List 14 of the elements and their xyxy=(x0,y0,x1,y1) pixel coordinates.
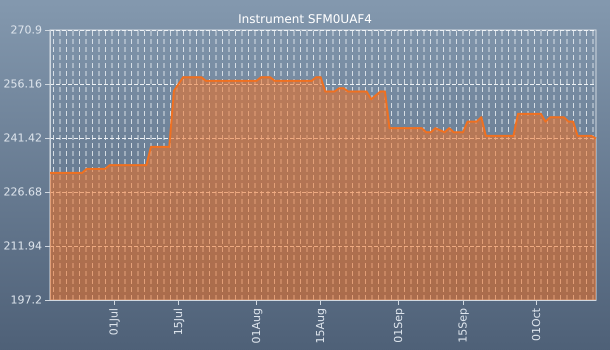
x-tick-label: 15Jul xyxy=(172,308,185,336)
y-tick-label: 197.2 xyxy=(10,294,42,306)
x-tick-label: 01Oct xyxy=(530,307,543,342)
x-tick-label: 01Aug xyxy=(250,308,263,344)
y-tick-label: 256.16 xyxy=(4,78,42,90)
x-tick-label: 15Sep xyxy=(456,308,470,343)
x-tick-label: 01Sep xyxy=(392,308,406,343)
x-tick-label: 01Jul xyxy=(108,308,121,336)
x-tick-label: 15Aug xyxy=(314,308,328,344)
y-tick-label: 226.68 xyxy=(4,186,42,198)
chart-title: Instrument SFM0UAF4 xyxy=(238,12,372,26)
y-tick-label: 241.42 xyxy=(4,132,42,144)
y-tick-label: 211.94 xyxy=(4,240,42,252)
y-tick-label: 270.9 xyxy=(10,24,42,36)
